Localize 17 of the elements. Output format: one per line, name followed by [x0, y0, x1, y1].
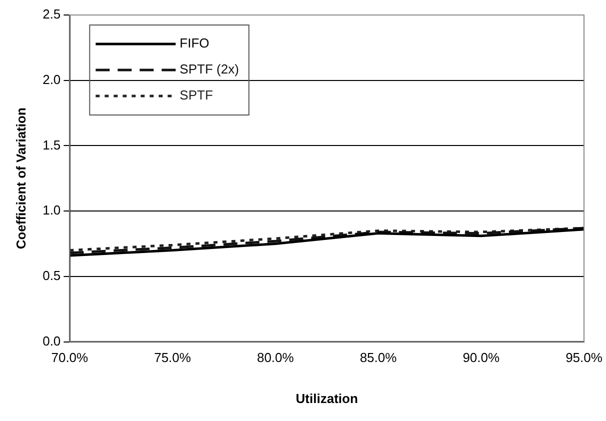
x-tick-label: 70.0%	[51, 350, 89, 366]
y-tick-label: 2.5	[42, 6, 61, 22]
y-tick-label: 1.0	[42, 202, 61, 218]
y-axis-title: Coefficient of Variation	[13, 108, 28, 250]
y-tick-label: 1.5	[42, 137, 61, 152]
x-tick-label: 90.0%	[462, 350, 500, 366]
text: FIFO	[180, 36, 210, 51]
x-tick-label: 95.0%	[566, 350, 603, 366]
y-tick-label: 0.0	[42, 333, 61, 348]
x-axis-title: Utilization	[296, 390, 358, 406]
y-tick-label: 0.5	[42, 268, 61, 284]
text: SPTF (2x)	[180, 62, 239, 77]
x-tick-label: 80.0%	[256, 350, 294, 366]
text: SPTF	[180, 88, 213, 103]
x-tick-label: 85.0%	[360, 350, 398, 366]
x-tick-label: 75.0%	[154, 350, 192, 366]
y-tick-label: 2.0	[42, 72, 61, 87]
